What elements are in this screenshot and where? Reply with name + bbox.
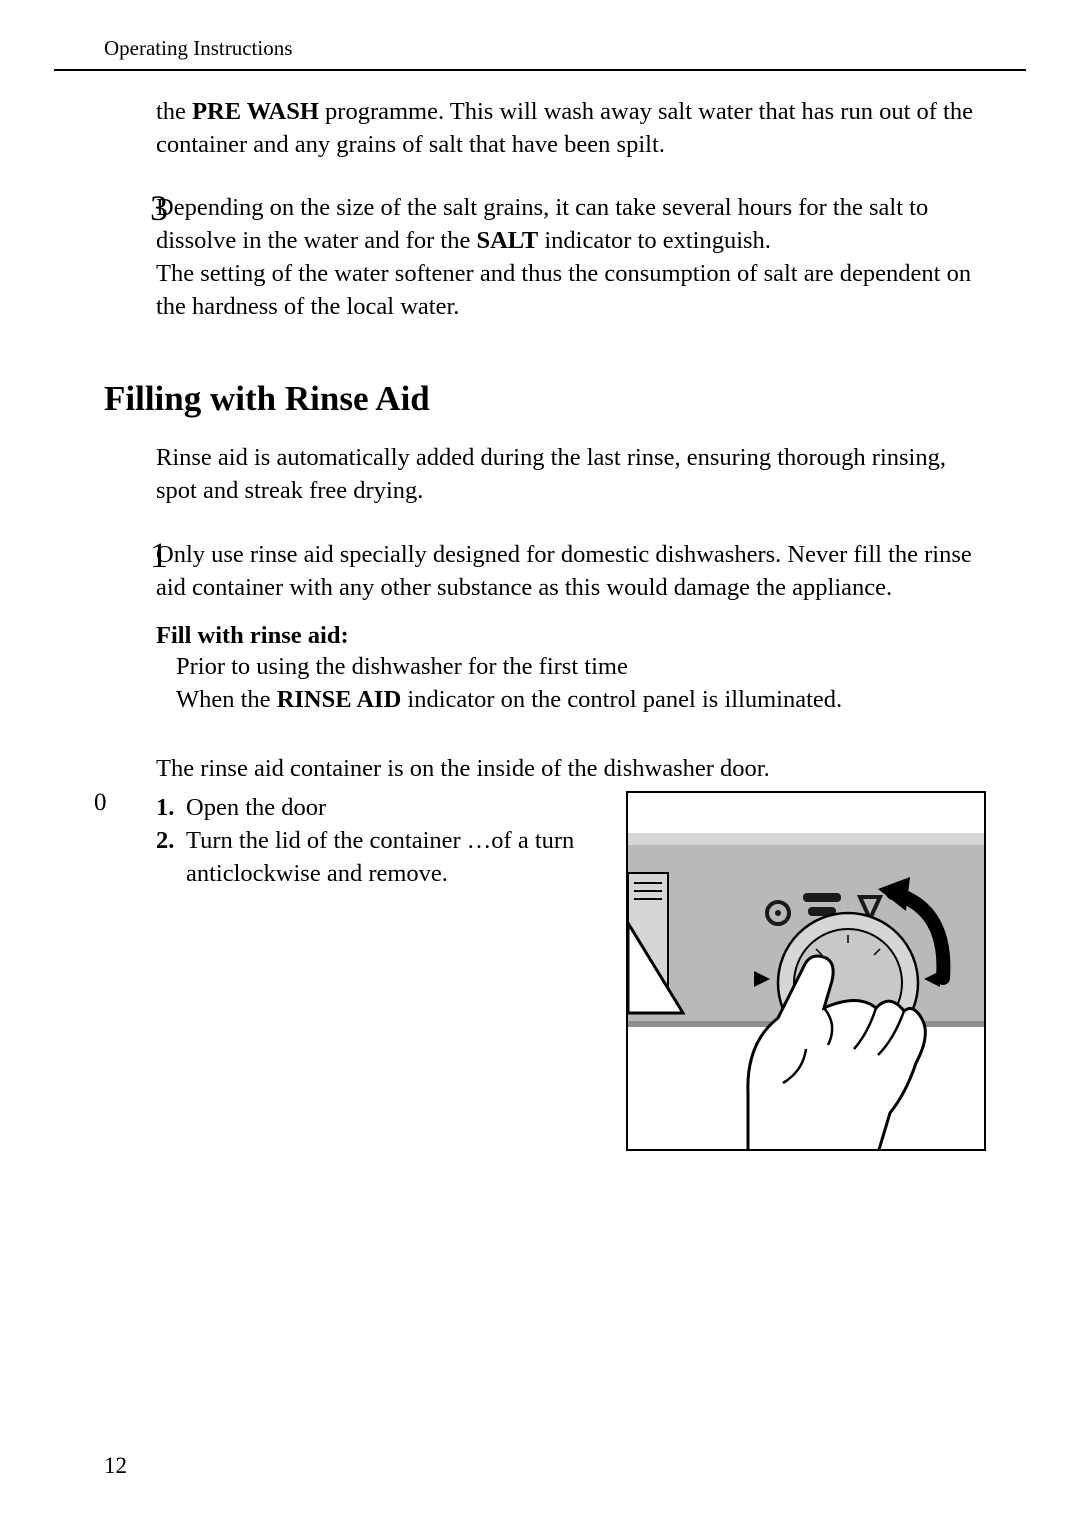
fill-line2-b: indicator on the control panel is illumi…: [401, 686, 842, 713]
section-title: Filling with Rinse Aid: [104, 379, 986, 419]
steps-and-illustration: 0 1. Open the door 2. Turn the lid of th…: [156, 791, 986, 1151]
rinse-intro: Rinse aid is automatically added during …: [156, 441, 986, 507]
location-line: The rinse aid container is on the inside…: [156, 752, 986, 785]
note-3-marker: 3: [150, 187, 168, 229]
page-number: 12: [104, 1453, 127, 1479]
step-2-num: 2.: [156, 824, 186, 890]
rinse-intro-text: Rinse aid is automatically added during …: [156, 441, 986, 507]
step-1: 1. Open the door: [156, 791, 596, 824]
fill-line1: Prior to using the dishwasher for the fi…: [176, 650, 986, 683]
salt-bold: SALT: [476, 227, 538, 254]
rinse-lid-svg: [628, 793, 986, 1151]
content-area: the PRE WASH programme. This will wash a…: [54, 95, 1026, 1151]
note3-text-b: indicator to extinguish.: [538, 227, 771, 254]
fill-subtitle: Fill with rinse aid:: [156, 622, 986, 650]
illustration-rinse-lid: [626, 791, 986, 1151]
note-1-marker: 1: [150, 534, 168, 576]
step-2-text: Turn the lid of the container …of a turn…: [186, 824, 596, 890]
step-1-num: 1.: [156, 791, 186, 824]
step-1-text: Open the door: [186, 791, 596, 824]
intro-text-a: the: [156, 98, 192, 125]
header-running-title: Operating Instructions: [104, 36, 1026, 61]
note-3-block: 3 Depending on the size of the salt grai…: [156, 191, 986, 323]
note-1-block: 1 Only use rinse aid specially designed …: [156, 538, 986, 604]
note3-para2: The setting of the water softener and th…: [156, 257, 986, 323]
step-2: 2. Turn the lid of the container …of a t…: [156, 824, 596, 890]
intro-paragraph: the PRE WASH programme. This will wash a…: [156, 95, 986, 161]
top-rule: [54, 69, 1026, 71]
fill-block: Fill with rinse aid: Prior to using the …: [156, 622, 986, 716]
rinse-aid-bold: RINSE AID: [277, 686, 402, 713]
pre-wash-bold: PRE WASH: [192, 98, 319, 125]
fill-line2-a: When the: [176, 686, 277, 713]
location-text: The rinse aid container is on the inside…: [156, 752, 986, 785]
note1-text: Only use rinse aid specially designed fo…: [156, 538, 986, 604]
step-marker-0: 0: [94, 789, 107, 817]
